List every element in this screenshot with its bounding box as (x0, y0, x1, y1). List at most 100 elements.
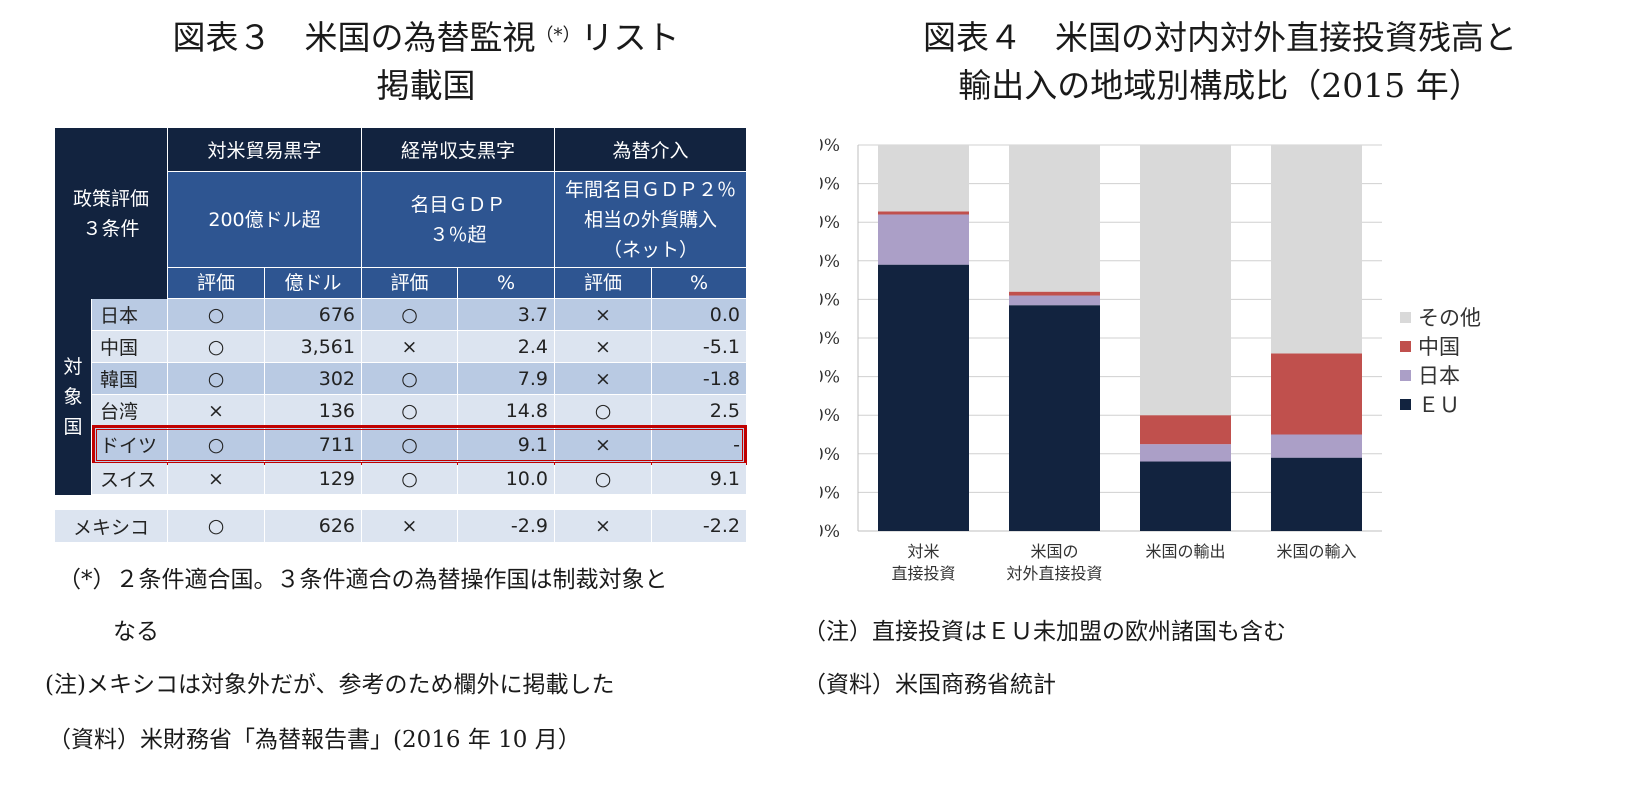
value-cell-text: 129 (318, 467, 355, 490)
country-cell-text: 日本 (100, 305, 139, 327)
y-tick-label: 70% (820, 252, 840, 272)
group-threshold-3: 年間名目ＧＤＰ２％ 相当の外貨購入 （ネット） (555, 172, 746, 267)
value-cell: × (168, 463, 264, 494)
col-header-2-1: 評価 (362, 268, 457, 298)
value-cell-text: 9.1 (517, 433, 548, 456)
y-tick-label: 40% (820, 368, 840, 388)
value-cell-text: ○ (401, 399, 418, 422)
col-header-2-1-text: 評価 (390, 271, 429, 294)
left-title-end: リスト (580, 18, 680, 57)
value-cell: × (555, 363, 651, 394)
value-cell: ○ (555, 463, 651, 494)
x-category-line: 対米 (907, 542, 939, 561)
criteria-header-text: 政策評価 ３条件 (72, 187, 149, 240)
value-cell: ○ (362, 363, 457, 394)
value-cell: × (555, 331, 651, 362)
x-category-line: 米国の (1030, 542, 1078, 561)
value-cell: 711 (265, 427, 361, 462)
left-note-2: (注)メキシコは対象外だが、参考のため欄外に掲載した (45, 672, 615, 698)
legend-swatch (1400, 370, 1411, 381)
value-cell-text: 302 (318, 367, 355, 390)
value-cell-text: ○ (207, 367, 225, 390)
value-cell-text: ○ (594, 467, 612, 490)
country-cell-text: 韓国 (100, 369, 139, 391)
bar-segment (1271, 434, 1362, 458)
x-category-line: 米国の輸出 (1145, 542, 1225, 561)
value-cell: 2.4 (458, 331, 554, 362)
value-cell-text: × (595, 515, 611, 537)
group-header-1-text: 対米貿易黒字 (207, 140, 322, 162)
y-tick-label: 90% (820, 175, 840, 195)
value-cell: × (555, 299, 651, 330)
bar-segment (878, 264, 969, 531)
target-countries-label: 対象国 (55, 299, 91, 495)
value-cell-text: × (595, 303, 611, 326)
value-cell: 626 (265, 510, 361, 542)
value-cell-text: 9.1 (709, 467, 740, 490)
col-header-3-1-text: 評価 (583, 271, 622, 294)
group-threshold-2: 名目ＧＤＰ ３％超 (362, 172, 554, 267)
value-cell: -2.2 (652, 510, 746, 542)
x-category-line: 米国の輸入 (1276, 542, 1356, 561)
value-cell: × (555, 510, 651, 542)
col-header-3-2: % (652, 268, 746, 298)
col-header-1-1-text: 評価 (196, 271, 235, 294)
country-cell: スイス (92, 463, 167, 494)
criteria-header: 政策評価 ３条件 (55, 128, 167, 299)
bar-segment (1271, 457, 1362, 531)
value-cell-text: × (401, 335, 418, 358)
value-cell-text: ○ (207, 433, 225, 456)
right-title-line1: 図表４ 米国の対内対外直接投資残高と (923, 18, 1517, 57)
value-cell-text: 3,561 (300, 335, 355, 358)
bar-segment (1009, 305, 1100, 531)
col-header-1-2: 億ドル (265, 268, 361, 298)
value-cell-text: × (208, 399, 224, 422)
value-cell: 3.7 (458, 299, 554, 330)
value-cell: ○ (168, 427, 264, 462)
value-cell: × (362, 331, 457, 362)
legend-swatch (1400, 341, 1411, 352)
value-cell-text: 676 (318, 303, 355, 326)
value-cell: 14.8 (458, 395, 554, 426)
value-cell-text: -2.9 (510, 515, 548, 537)
value-cell-text: 7.9 (517, 367, 548, 390)
value-cell: ○ (362, 427, 457, 462)
value-cell-text: × (595, 433, 611, 456)
legend-label: その他 (1418, 306, 1481, 330)
left-title-line2: 掲載国 (376, 66, 476, 105)
value-cell-text: - (733, 433, 740, 456)
value-cell: ○ (362, 299, 457, 330)
bar-segment (878, 214, 969, 265)
legend-swatch (1400, 399, 1411, 410)
value-cell: 136 (265, 395, 361, 426)
right-source: （資料）米国商務省統計 (803, 672, 1056, 698)
left-figure-title: 図表３ 米国の為替監視（*）リスト 掲載国 (55, 14, 797, 110)
target-label-char: 象 (63, 386, 83, 408)
group-header-2: 経常収支黒字 (362, 128, 554, 171)
group-header-3-text: 為替介入 (612, 140, 689, 162)
col-header-1-1: 評価 (168, 268, 264, 298)
value-cell-text: × (401, 515, 418, 537)
y-tick-label: 80% (820, 213, 840, 233)
col-header-2-2-text: % (496, 271, 516, 294)
value-cell: ○ (168, 510, 264, 542)
x-category-label: 米国の輸出 (1145, 542, 1225, 561)
country-cell: 日本 (92, 299, 167, 330)
x-category-label: 米国の輸入 (1276, 542, 1356, 561)
bar-segment (878, 145, 969, 212)
value-cell-text: ○ (207, 335, 225, 358)
bar-segment (1009, 295, 1100, 306)
legend-label: 中国 (1418, 335, 1460, 359)
value-cell: 3,561 (265, 331, 361, 362)
y-tick-label: 20% (820, 445, 840, 465)
value-cell: -2.9 (458, 510, 554, 542)
bar-segment (1140, 415, 1231, 445)
left-source: （資料）米財務省「為替報告書」(2016 年 10 月） (48, 727, 581, 753)
value-cell-text: ○ (207, 515, 225, 537)
bar-segment (1271, 353, 1362, 435)
country-cell-text: 中国 (100, 337, 139, 359)
value-cell: ○ (168, 331, 264, 362)
value-cell-text: × (595, 335, 611, 358)
value-cell: - (652, 427, 746, 462)
currency-watch-table: 政策評価 ３条件対象国 対米貿易黒字 200億ドル超 評価 億ドル 経常収支黒字 名目ＧＤＰ… (55, 128, 797, 572)
